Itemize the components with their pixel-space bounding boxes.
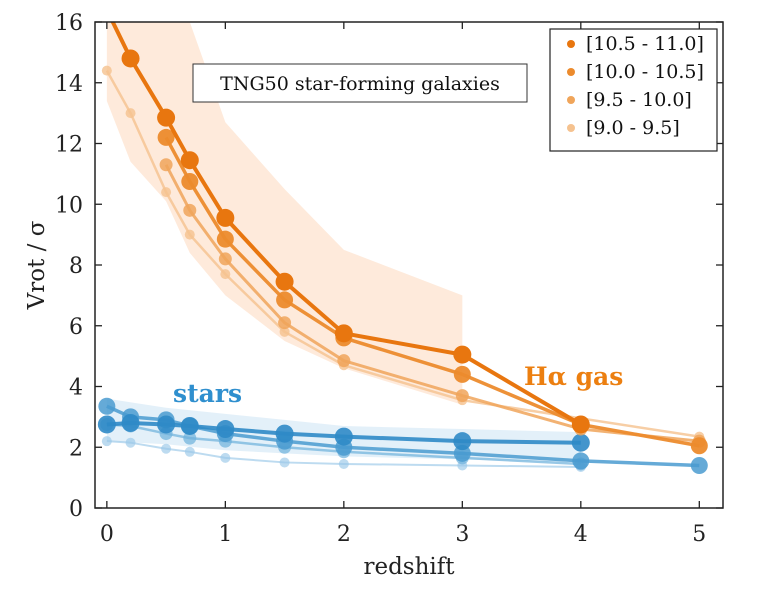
gas-point <box>453 345 472 364</box>
stars-point <box>572 452 590 470</box>
stars-series-1 <box>97 413 590 452</box>
x-tick-label: 0 <box>100 522 114 547</box>
stars-point <box>690 456 708 474</box>
legend-marker <box>567 68 575 76</box>
legend-entry: [10.5 - 11.0] <box>567 33 704 55</box>
y-tick-label: 0 <box>69 497 83 522</box>
gas-point <box>216 230 234 248</box>
annotation-frame <box>192 63 528 103</box>
y-tick-label: 4 <box>69 376 83 401</box>
y-tick-label: 6 <box>69 315 83 340</box>
gas-point <box>334 324 353 343</box>
gas-point <box>455 389 469 403</box>
gas-line-3 <box>164 164 700 443</box>
stars-point <box>453 432 472 451</box>
gas-point <box>216 208 235 227</box>
gas-series-label: Hα gas <box>524 362 623 391</box>
y-tick-label: 14 <box>55 72 83 97</box>
stars-point <box>161 443 172 454</box>
legend-entry: [9.0 - 9.5] <box>567 117 680 139</box>
stars-point <box>571 433 590 452</box>
annotation-box: TNG50 star-forming galaxies <box>192 63 528 103</box>
stars-point <box>97 415 116 434</box>
stars-series-4 <box>101 436 586 472</box>
gas-line-2 <box>164 136 700 448</box>
stars-point <box>180 416 199 435</box>
legend-entries: [10.5 - 11.0] [10.0 - 10.5] [9.5 - 10.0] [9… <box>567 33 704 139</box>
gas-point <box>121 49 140 68</box>
x-axis-label: redshift <box>363 554 455 580</box>
gas-point <box>181 172 199 190</box>
gas-point <box>571 415 590 434</box>
legend-entry: [9.5 - 10.0] <box>567 89 692 111</box>
stars-point <box>334 427 353 446</box>
stars-point <box>98 397 116 415</box>
y-tick-label: 12 <box>55 133 83 158</box>
x-tick-label: 2 <box>337 522 351 547</box>
gas-point <box>180 151 199 170</box>
x-tick-label: 4 <box>574 522 588 547</box>
gas-point <box>161 187 172 198</box>
gas-point <box>183 203 197 217</box>
gas-point <box>278 316 292 330</box>
gas-point <box>101 65 112 76</box>
stars-point <box>338 458 349 469</box>
stars-point <box>157 415 176 434</box>
gas-point <box>690 437 708 455</box>
gas-point <box>279 326 290 337</box>
stars-point <box>275 424 294 443</box>
x-tick-label: 1 <box>218 522 232 547</box>
gas-point <box>337 354 351 368</box>
legend-label: [9.0 - 9.5] <box>586 117 680 139</box>
gas-point <box>276 291 294 309</box>
legend-label: [10.5 - 11.0] <box>586 33 704 55</box>
legend-marker <box>567 96 575 104</box>
y-axis-label: Vrot / σ <box>24 220 50 310</box>
stars-point <box>101 436 112 447</box>
annotation-text: TNG50 star-forming galaxies <box>220 73 500 95</box>
y-tick-label: 8 <box>69 254 83 279</box>
legend-label: [9.5 - 10.0] <box>586 89 692 111</box>
stars-point <box>183 431 197 445</box>
legend-frame <box>549 28 718 152</box>
gas-point <box>125 108 136 119</box>
gas-point <box>453 365 471 383</box>
legend-marker <box>567 40 575 48</box>
stars-point <box>220 452 231 463</box>
legend: [10.5 - 11.0] [10.0 - 10.5] [9.5 - 10.0] [9… <box>549 28 718 152</box>
y-tick-label: 16 <box>55 11 83 36</box>
x-tick-label: 3 <box>455 522 469 547</box>
gas-point <box>159 158 173 172</box>
x-tick-label: 5 <box>692 522 706 547</box>
gas-series-group <box>101 22 708 455</box>
stars-line-2 <box>106 404 700 468</box>
y-tick-label: 10 <box>55 193 83 218</box>
gas-band <box>106 22 463 405</box>
gas-point <box>157 108 176 127</box>
stars-point <box>121 413 140 432</box>
stars-point <box>279 457 290 468</box>
stars-point <box>184 446 195 457</box>
stars-point <box>216 420 235 439</box>
legend-entry: [10.0 - 10.5] <box>567 61 704 83</box>
gas-point <box>157 128 175 146</box>
legend-label: [10.0 - 10.5] <box>586 61 704 83</box>
y-tick-label: 2 <box>69 436 83 461</box>
stars-point <box>125 437 136 448</box>
gas-point <box>275 272 294 291</box>
legend-marker <box>567 124 575 132</box>
gas-point <box>220 269 231 280</box>
stars-series-group <box>97 397 708 474</box>
gas-series-1 <box>110 22 590 434</box>
gas-point <box>184 229 195 240</box>
gas-point <box>218 252 232 266</box>
stars-series-label: stars <box>173 379 242 408</box>
